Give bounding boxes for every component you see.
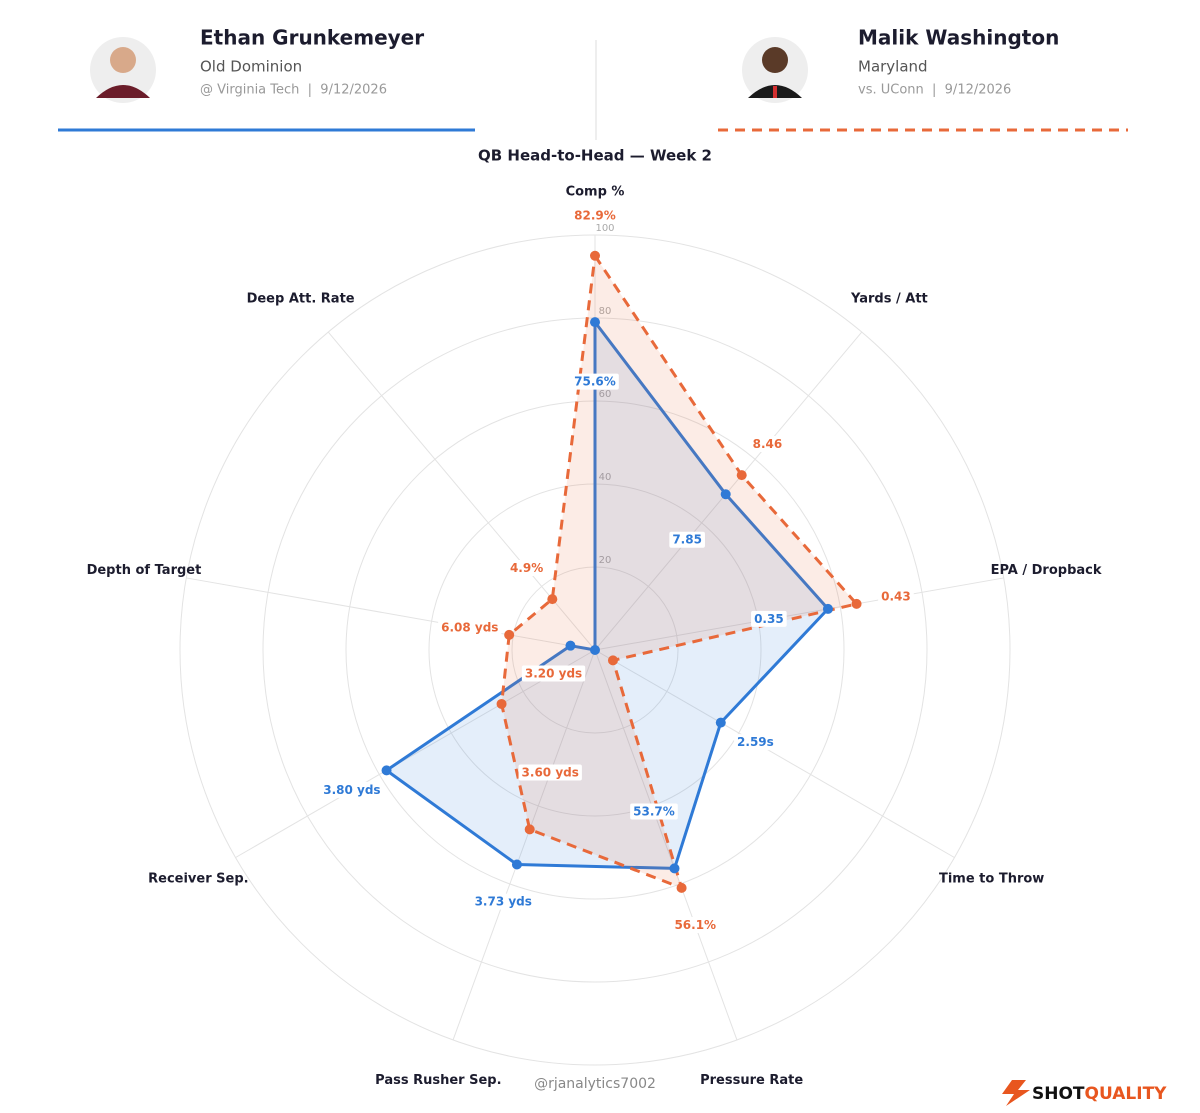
brand-part: QUALITY xyxy=(1085,1084,1168,1104)
point xyxy=(607,655,618,666)
r-tick-label: 60 xyxy=(599,389,612,400)
player-game: vs. UConn | 9/12/2026 xyxy=(858,83,1011,98)
value-label: 2.59s xyxy=(737,735,774,749)
player-team: Maryland xyxy=(858,58,928,76)
spoke xyxy=(594,577,1004,651)
value-label: 0.35 xyxy=(754,612,784,626)
axis-label: Yards / Att xyxy=(850,292,928,307)
value-label: 7.85 xyxy=(672,533,702,547)
spoke xyxy=(594,649,955,858)
axis-label: Pass Rusher Sep. xyxy=(375,1073,501,1088)
r-tick-label: 80 xyxy=(599,306,612,317)
point xyxy=(822,603,833,614)
spoke xyxy=(594,649,738,1041)
axis-label: Time to Throw xyxy=(939,872,1044,887)
value-label-bg xyxy=(749,436,786,453)
value-label-bg xyxy=(438,619,502,636)
player-name: Ethan Grunkemeyer xyxy=(200,26,424,50)
value-label-bg xyxy=(518,764,582,781)
value-label-bg xyxy=(320,781,384,798)
point xyxy=(715,717,726,728)
value-label: 3.80 yds xyxy=(323,783,380,797)
player-game: @ Virginia Tech | 9/12/2026 xyxy=(200,83,387,98)
player-name: Malik Washington xyxy=(858,26,1059,50)
spoke xyxy=(186,577,596,651)
value-label-bg xyxy=(878,588,914,605)
point xyxy=(676,882,687,893)
axis-label: Pressure Rate xyxy=(700,1073,803,1088)
value-label: 75.6% xyxy=(574,375,616,389)
brand-part: SHOT xyxy=(1032,1084,1085,1104)
brand-text: SHOTQUALITY xyxy=(1032,1084,1167,1104)
point xyxy=(381,765,392,776)
point xyxy=(669,863,680,874)
value-label-bg xyxy=(571,373,619,390)
value-label-bg xyxy=(751,610,787,627)
value-label: 8.46 xyxy=(753,437,783,451)
point xyxy=(736,470,747,481)
axis-label: Comp % xyxy=(566,185,625,200)
spoke xyxy=(452,649,596,1041)
series-line xyxy=(500,254,859,890)
value-label: 3.73 yds xyxy=(475,895,532,909)
value-label-bg xyxy=(571,207,619,224)
value-label: 0.43 xyxy=(881,589,911,603)
avatar xyxy=(90,37,156,103)
axis-label: Depth of Target xyxy=(87,563,202,578)
brand-logo: SHOTQUALITY xyxy=(1002,1080,1167,1106)
point xyxy=(720,489,731,500)
value-label: 4.9% xyxy=(510,561,543,575)
value-label: 6.08 yds xyxy=(441,620,498,634)
footer: @rjanalytics7002 xyxy=(534,1076,656,1092)
point xyxy=(590,645,600,655)
labels: Comp % Yards / Att EPA / Dropback Time to T… xyxy=(87,185,1102,1088)
value-label-bg xyxy=(630,803,678,820)
series-area xyxy=(501,255,857,888)
series-line xyxy=(385,320,830,870)
axis-label: EPA / Dropback xyxy=(991,563,1102,578)
point xyxy=(504,629,515,640)
value-label: 56.1% xyxy=(674,918,716,932)
r-tick-label: 20 xyxy=(599,555,612,566)
axis-label: Deep Att. Rate xyxy=(247,292,355,307)
point xyxy=(547,594,558,605)
point xyxy=(496,698,507,709)
value-label-bg xyxy=(734,734,777,751)
player-team: Old Dominion xyxy=(200,58,302,76)
value-label: 82.9% xyxy=(574,208,616,222)
plot xyxy=(381,250,862,893)
point xyxy=(590,317,600,328)
point xyxy=(511,859,522,870)
value-label: 3.60 yds xyxy=(522,766,579,780)
chart-title: QB Head-to-Head — Week 2 xyxy=(478,147,712,165)
value-label-bg xyxy=(506,559,547,576)
value-label-bg xyxy=(521,665,586,682)
value-label: 53.7% xyxy=(633,805,675,819)
r-tick-label: 40 xyxy=(599,472,612,483)
value-label-bg xyxy=(669,531,705,548)
value-label-bg xyxy=(671,916,720,933)
spoke xyxy=(235,649,596,858)
axis-label: Receiver Sep. xyxy=(148,872,248,887)
r-tick-label: 100 xyxy=(595,223,614,234)
point xyxy=(524,824,535,835)
point xyxy=(590,250,600,261)
point xyxy=(565,640,576,651)
point xyxy=(851,598,862,609)
avatar xyxy=(742,37,808,103)
value-label: 3.20 yds xyxy=(525,666,582,680)
value-label-bg xyxy=(471,893,535,910)
